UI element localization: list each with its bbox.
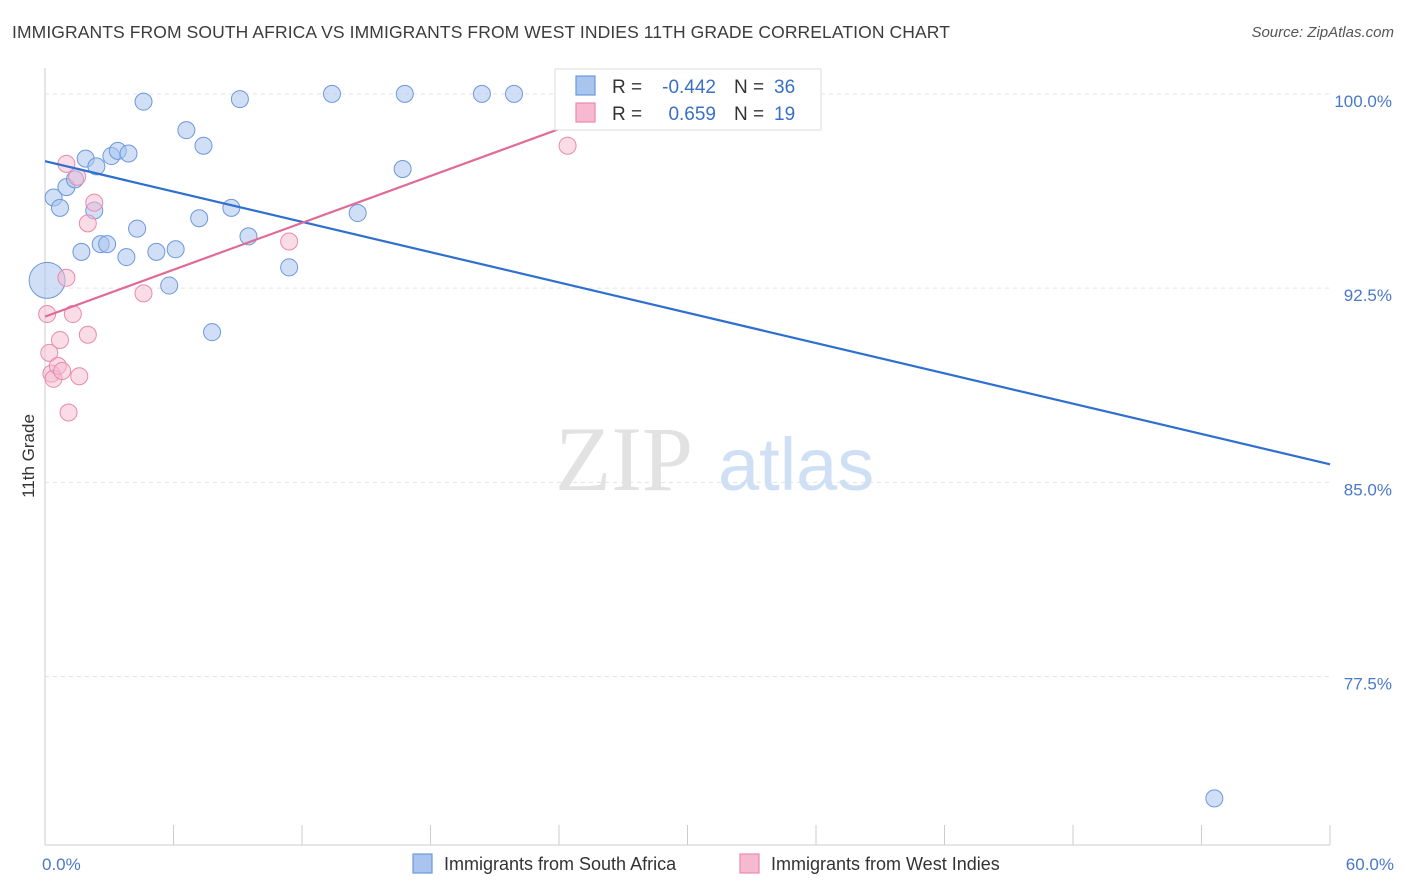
west-indies-point-13: [78, 214, 97, 233]
series-legend: Immigrants from South Africa Immigrants …: [412, 853, 1000, 874]
x-tick-label-1: 60.0%: [1346, 855, 1394, 874]
chart-source: Source: ZipAtlas.com: [1251, 24, 1394, 41]
south-africa-point-17: [472, 84, 491, 103]
west-indies-point-12: [70, 367, 89, 386]
south-africa-point-26: [166, 240, 185, 259]
legend-south-africa-swatch: [412, 853, 433, 874]
y-tick-label-1: 92.5%: [1344, 286, 1392, 305]
west-indies-trend-line: [44, 92, 656, 318]
west-indies-point-0: [38, 305, 57, 324]
south-africa-point-35: [1205, 789, 1224, 808]
south-africa-point-20: [72, 242, 91, 261]
y-axis-label: 11th Grade: [19, 414, 38, 498]
south-africa-point-12: [177, 121, 196, 140]
x-tick-labels: 0.0% 60.0%: [42, 855, 1394, 874]
south-africa-point-32: [393, 160, 412, 179]
south-africa-trend-line: [44, 160, 1331, 466]
legend-south-africa-label: Immigrants from South Africa: [444, 854, 677, 874]
y-tick-label-2: 85.0%: [1344, 480, 1392, 499]
south-africa-point-15: [322, 84, 341, 103]
west-indies-point-9: [59, 403, 78, 422]
west-indies-point-16: [134, 284, 153, 303]
south-africa-point-11: [134, 92, 153, 111]
west-indies-point-17: [280, 232, 299, 251]
south-africa-point-13: [194, 136, 213, 155]
y-tick-labels: 100.0% 92.5% 85.0% 77.5%: [1334, 92, 1392, 694]
south-africa-point-10: [119, 144, 138, 163]
gridlines: [45, 93, 1330, 678]
stats-blue-r-label: R =: [612, 77, 642, 98]
stats-blue-n-label: N =: [734, 77, 764, 98]
x-tick-label-0: 0.0%: [42, 855, 81, 874]
south-africa-point-34: [203, 323, 222, 342]
legend-west-indies-label: Immigrants from West Indies: [771, 854, 1000, 874]
legend-west-indies-swatch: [739, 853, 760, 874]
south-africa-point-23: [117, 248, 136, 267]
west-indies-point-1: [40, 343, 59, 362]
south-africa-point-24: [128, 219, 147, 238]
south-africa-point-29: [222, 198, 241, 217]
watermark: ZIP atlas: [555, 408, 874, 510]
watermark-zip: ZIP: [555, 408, 693, 510]
stats-legend: R = -0.442 N = 36 R = 0.659 N = 19: [554, 68, 822, 131]
south-africa-point-31: [280, 258, 299, 277]
y-tick-label-0: 100.0%: [1334, 92, 1392, 111]
stats-box: [554, 68, 822, 131]
south-africa-point-14: [230, 90, 249, 109]
south-africa-point-27: [160, 276, 179, 295]
south-africa-point-28: [190, 209, 209, 228]
stats-pink-n-value: 19: [774, 104, 795, 125]
stats-pink-r-label: R =: [612, 104, 642, 125]
series-west-indies-points: [38, 136, 577, 422]
stats-blue-r-value: -0.442: [662, 77, 716, 98]
south-africa-point-22: [98, 235, 117, 254]
west-indies-point-14: [78, 325, 97, 344]
chart-title: IMMIGRANTS FROM SOUTH AFRICA VS IMMIGRAN…: [12, 22, 950, 42]
west-indies-point-5: [50, 330, 69, 349]
watermark-atlas: atlas: [718, 423, 874, 506]
south-africa-point-16: [395, 84, 414, 103]
stats-blue-swatch: [575, 75, 596, 96]
south-africa-point-2: [50, 198, 69, 217]
y-tick-label-3: 77.5%: [1344, 675, 1392, 694]
south-africa-point-6: [87, 157, 106, 176]
stats-pink-n-label: N =: [734, 104, 764, 125]
south-africa-point-25: [147, 242, 166, 261]
stats-blue-n-value: 36: [774, 77, 795, 98]
stats-pink-swatch: [575, 102, 596, 123]
south-africa-point-18: [505, 84, 524, 103]
west-indies-point-15: [85, 193, 104, 212]
west-indies-point-18: [558, 136, 577, 155]
stats-pink-r-value: 0.659: [668, 104, 716, 125]
trend-lines: [44, 92, 1331, 466]
south-africa-point-33: [348, 204, 367, 223]
west-indies-point-6: [53, 362, 72, 381]
west-indies-point-7: [57, 268, 76, 287]
